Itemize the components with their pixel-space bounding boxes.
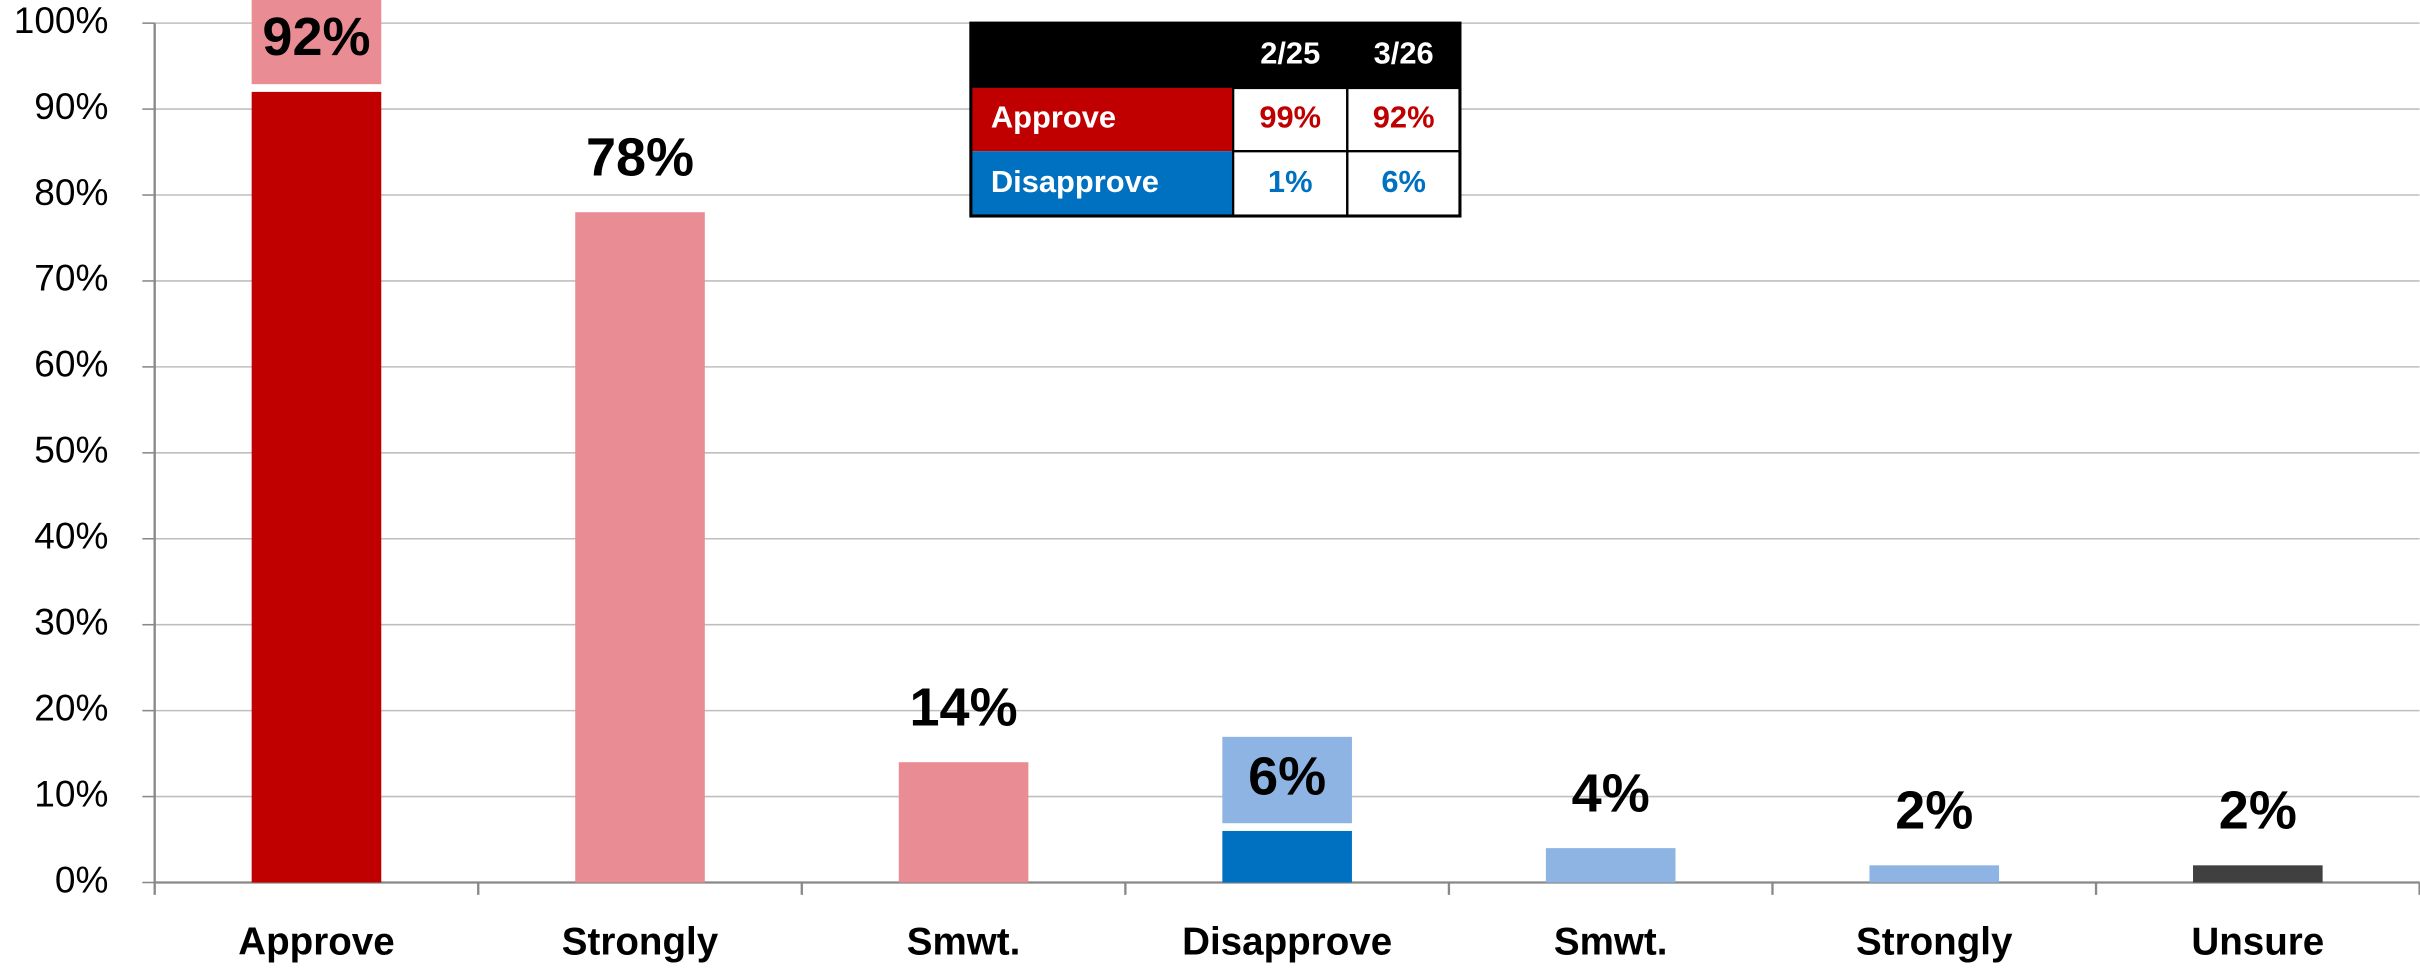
y-tick-label: 80% [34,171,108,213]
value-label: 78% [586,128,694,188]
value-label: 6% [1248,746,1326,806]
value-label: 2% [1895,781,1973,841]
y-tick-label: 30% [34,600,108,642]
table-row-label-cell [970,87,1234,152]
table-column-header: 2/25 [1260,36,1320,71]
bar [1545,848,1676,883]
table-cell-value: 6% [1381,164,1426,199]
y-tick-label: 20% [34,686,108,728]
x-tick-label: Disapprove [1182,920,1392,963]
bar [251,91,382,883]
x-tick-label: Approve [238,920,394,963]
table-row-label-cell [970,151,1234,216]
bar [1222,830,1352,883]
y-tick-label: 0% [55,858,109,900]
value-label-box [251,0,382,85]
bar [898,762,1029,883]
value-label: 92% [262,7,370,67]
value-label: 4% [1572,763,1650,823]
bar [2193,865,2323,883]
bar [1869,865,2000,883]
table-cell-value: 1% [1268,164,1313,199]
y-tick-label: 70% [34,257,108,299]
table-row-label: Approve [991,100,1116,135]
table-row-label: Disapprove [991,164,1159,199]
y-tick-label: 50% [34,429,108,471]
table-cell [1346,86,1462,153]
table-column-header: 3/26 [1374,36,1434,71]
y-tick-label: 90% [34,85,108,127]
y-tick-label: 60% [34,343,108,385]
x-tick-label: Smwt. [907,920,1021,963]
x-tick-label: Strongly [562,920,719,963]
value-label: 14% [910,678,1018,738]
table-cell-value: 92% [1373,100,1435,135]
y-tick-label: 10% [34,772,108,814]
table-border [969,21,1462,218]
table-header [970,23,1460,88]
x-tick-label: Smwt. [1554,920,1668,963]
x-tick-label: Unsure [2191,920,2324,963]
value-label: 2% [2219,781,2297,841]
value-label-box [1222,736,1352,824]
y-tick-label: 40% [34,515,108,557]
table-cell-value: 99% [1259,100,1321,135]
y-tick-label: 100% [14,0,109,41]
bar [575,212,705,883]
x-tick-label: Strongly [1856,920,2013,963]
